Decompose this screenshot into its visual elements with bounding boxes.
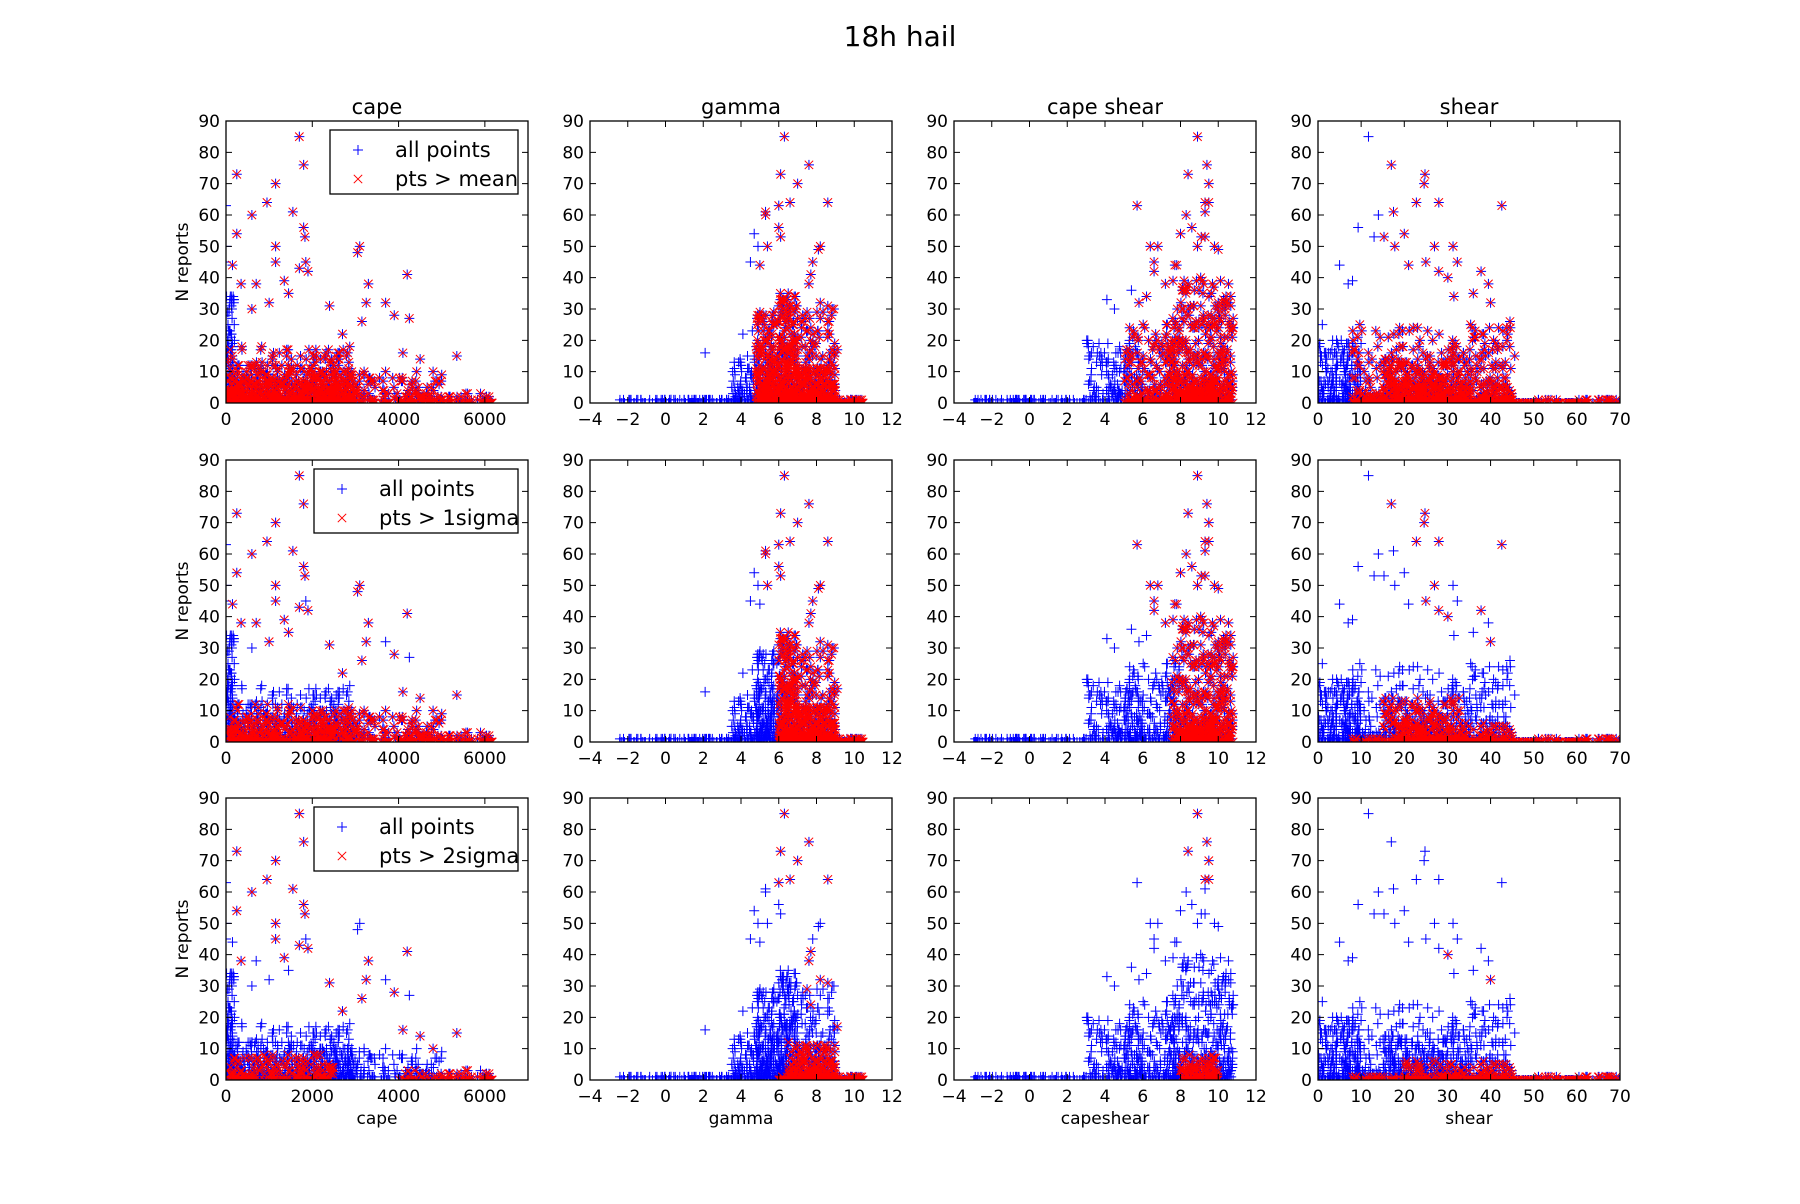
y-tick-label: 80 (198, 482, 220, 502)
point-all (251, 956, 261, 966)
point-all (304, 684, 314, 694)
y-tick-label: 90 (198, 112, 220, 132)
point-all (355, 918, 365, 928)
y-tick-label: 30 (198, 639, 220, 659)
x-tick-label: 4000 (377, 749, 420, 769)
legend: all points pts > mean (330, 130, 518, 194)
y-tick-label: 70 (198, 514, 220, 534)
y-tick-label: 60 (198, 545, 220, 565)
point-all (381, 975, 391, 985)
legend: all points pts > 1sigma (314, 469, 519, 533)
point-all (264, 975, 274, 985)
y-tick-label: 10 (198, 702, 220, 722)
point-all (284, 965, 294, 975)
legend-label-all: all points (379, 477, 475, 501)
scatter-panel-cape-row2: 0 2000 4000 6000 0 10 20 30 40 50 60 70 80 90 N report… (173, 451, 528, 769)
x-tick-label: 2000 (291, 410, 334, 430)
legend-label-selected: pts > mean (395, 167, 518, 191)
point-all (223, 659, 233, 669)
scatter-panel-cape-row1: 0 2000 4000 6000 0 10 20 30 40 50 60 70 80 90 cape N re… (173, 95, 528, 430)
y-tick-label: 90 (198, 451, 220, 471)
point-all (304, 1022, 314, 1032)
point-all (247, 643, 257, 653)
panel-title: cape (352, 95, 403, 119)
y-tick-label: 0 (209, 733, 220, 753)
y-tick-label: 60 (198, 206, 220, 226)
y-axis-label: N reports (173, 561, 193, 640)
legend-label-all: all points (395, 138, 491, 162)
point-all (247, 981, 257, 991)
point-all (404, 652, 414, 662)
point-all (381, 637, 391, 647)
y-tick-label: 50 (198, 576, 220, 596)
y-tick-label: 80 (198, 143, 220, 163)
x-tick-label: 6000 (463, 749, 506, 769)
x-tick-label: 6000 (463, 410, 506, 430)
y-tick-label: 0 (209, 394, 220, 414)
point-all (353, 925, 363, 935)
y-tick-label: 30 (198, 300, 220, 320)
point-all (223, 320, 233, 330)
y-tick-label: 10 (198, 363, 220, 383)
y-axis-label: N reports (173, 222, 193, 301)
y-tick-label: 40 (198, 269, 220, 289)
x-tick-label: 4000 (377, 410, 420, 430)
x-tick-label: 0 (221, 749, 232, 769)
legend-label-selected: pts > 1sigma (379, 506, 519, 530)
y-tick-label: 50 (198, 237, 220, 257)
y-tick-label: 40 (198, 608, 220, 628)
y-tick-label: 70 (198, 175, 220, 195)
x-tick-label: 2000 (291, 749, 334, 769)
x-tick-label: 0 (221, 410, 232, 430)
point-all (404, 990, 414, 1000)
y-tick-label: 20 (198, 670, 220, 690)
point-all (437, 1047, 447, 1057)
figure-title: 18h hail (844, 20, 957, 53)
y-tick-label: 20 (198, 331, 220, 351)
point-all (223, 997, 233, 1007)
